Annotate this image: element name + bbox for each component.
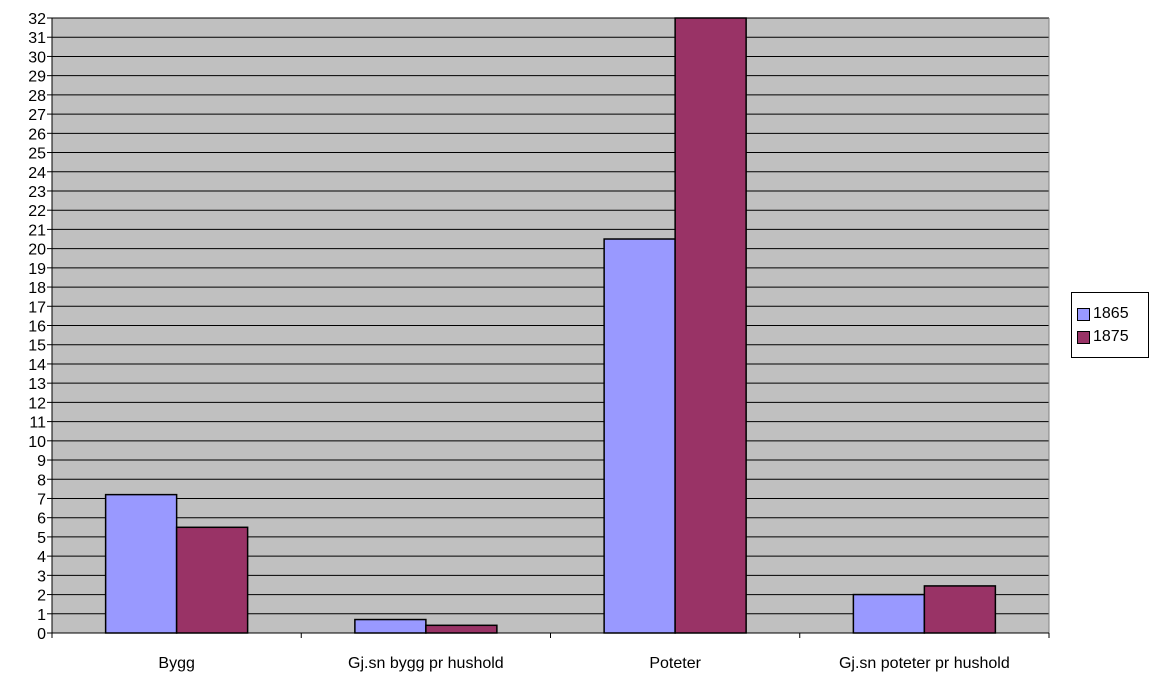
bars — [104, 17, 997, 634]
y-tick-label: 29 — [28, 69, 46, 86]
y-tick-label: 18 — [28, 280, 46, 297]
y-tick-label: 8 — [37, 472, 46, 489]
legend-item-1865: 1865 — [1077, 303, 1129, 325]
legend-item-1875: 1875 — [1077, 326, 1129, 348]
y-tick-label: 15 — [28, 338, 46, 355]
bar-1865-1 — [354, 618, 427, 634]
y-axis-ticks: 0123456789101112131415161718192021222324… — [28, 11, 52, 643]
legend-label-1875: 1875 — [1093, 328, 1129, 345]
y-tick-label: 2 — [37, 588, 46, 605]
y-tick-label: 13 — [28, 376, 46, 393]
y-tick-label: 11 — [29, 415, 46, 432]
y-tick-label: 27 — [28, 107, 46, 124]
y-tick-label: 16 — [28, 319, 46, 336]
bar-1865-0 — [104, 493, 178, 634]
x-category-label: Bygg — [158, 655, 194, 672]
legend: 1865 1875 — [1071, 292, 1149, 358]
y-tick-label: 21 — [28, 222, 46, 239]
y-tick-label: 0 — [37, 626, 46, 643]
bar-1865-3 — [852, 593, 926, 634]
y-tick-label: 20 — [28, 242, 46, 259]
y-tick-label: 7 — [37, 491, 46, 508]
bar-1875-3 — [923, 585, 997, 634]
y-tick-label: 4 — [37, 549, 46, 566]
y-tick-label: 5 — [37, 530, 46, 547]
y-tick-label: 14 — [28, 357, 46, 374]
y-tick-label: 19 — [28, 261, 46, 278]
y-tick-label: 25 — [28, 146, 46, 163]
y-tick-label: 3 — [37, 568, 46, 585]
y-tick-label: 26 — [28, 126, 46, 143]
y-tick-label: 24 — [28, 165, 46, 182]
y-tick-label: 1 — [37, 607, 46, 624]
y-tick-label: 17 — [28, 299, 46, 316]
legend-swatch-1865 — [1077, 307, 1090, 321]
y-tick-label: 10 — [28, 434, 46, 451]
x-category-label: Poteter — [649, 655, 701, 672]
y-tick-label: 22 — [28, 203, 46, 220]
y-tick-label: 23 — [28, 184, 46, 201]
bar-1875-1 — [425, 624, 498, 634]
y-tick-label: 12 — [28, 395, 46, 412]
legend-swatch-1875 — [1077, 330, 1090, 344]
x-category-label: Gj.sn poteter pr hushold — [839, 655, 1010, 672]
bar-1865-2 — [603, 238, 676, 634]
bar-1875-0 — [175, 526, 249, 634]
x-axis-labels: Bygg Gj.sn bygg pr hushold Poteter Gj.sn po… — [158, 655, 1009, 672]
legend-label-1865: 1865 — [1093, 305, 1129, 322]
y-tick-label: 6 — [37, 511, 46, 528]
bar-1875-2 — [674, 17, 747, 634]
y-tick-label: 31 — [28, 30, 46, 47]
x-category-label: Gj.sn bygg pr hushold — [348, 655, 504, 672]
y-tick-label: 28 — [28, 88, 46, 105]
y-tick-label: 9 — [37, 453, 46, 470]
y-tick-label: 32 — [28, 11, 46, 28]
y-tick-label: 30 — [28, 49, 46, 66]
